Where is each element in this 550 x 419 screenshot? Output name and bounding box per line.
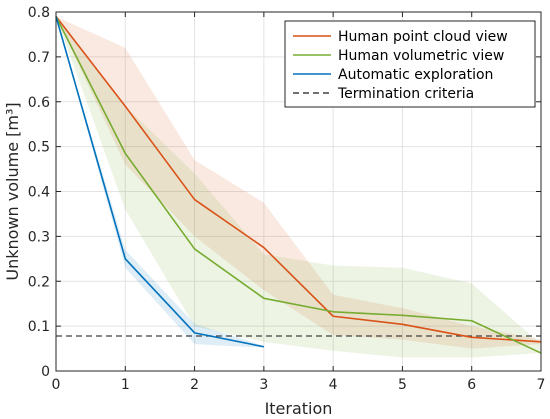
- legend-label-automatic-exploration: Automatic exploration: [338, 67, 493, 83]
- y-tick-label: 0: [41, 364, 50, 380]
- y-tick-label: 0.6: [28, 95, 50, 111]
- legend: Human point cloud view Human volumetric v…: [284, 20, 536, 108]
- legend-label-human-point-cloud-view: Human point cloud view: [338, 29, 508, 45]
- y-tick-label: 0.5: [28, 140, 50, 156]
- human-point-cloud-view-line: [55, 15, 542, 343]
- x-tick-label: 3: [259, 377, 268, 393]
- x-tick-label: 7: [537, 377, 546, 393]
- series-lines: [55, 15, 542, 354]
- x-tick-label: 0: [52, 377, 61, 393]
- y-tick-label: 0.4: [28, 185, 50, 201]
- x-tick-label: 6: [467, 377, 476, 393]
- y-axis-title: Unknown volume [m³]: [3, 102, 22, 280]
- x-tick-label: 2: [190, 377, 199, 393]
- legend-label-human-volumetric-view: Human volumetric view: [338, 48, 504, 64]
- y-tick-label: 0.8: [28, 5, 50, 21]
- y-tick-label: 0.7: [28, 50, 50, 66]
- x-axis-title: Iteration: [265, 399, 333, 418]
- human-volumetric-view-line: [55, 16, 542, 354]
- legend-label-termination-criteria: Termination criteria: [337, 86, 474, 102]
- human-volumetric-view-band: [56, 16, 541, 358]
- y-tick-label: 0.3: [28, 229, 50, 245]
- axis-ticks: 0 1 2 3 4 5 6 7 0 0.1 0.2 0.3 0.4 0.5 0.6 0.7 0.8: [28, 5, 546, 393]
- x-tick-label: 4: [329, 377, 338, 393]
- x-tick-label: 5: [398, 377, 407, 393]
- y-tick-label: 0.2: [28, 274, 50, 290]
- y-tick-label: 0.1: [28, 319, 50, 335]
- x-tick-label: 1: [121, 377, 130, 393]
- automatic-exploration-line: [55, 16, 265, 348]
